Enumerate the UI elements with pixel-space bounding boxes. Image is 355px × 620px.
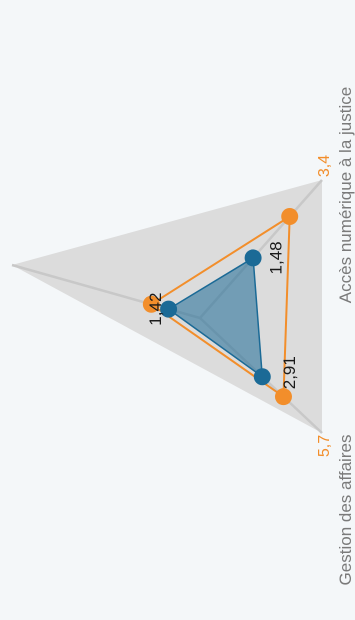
actual-point-0 (160, 300, 178, 318)
axis-label-digital-access: Accès numérique à la justice (336, 87, 355, 303)
data-labels: 1,42 1,48 2,91 (146, 241, 299, 389)
data-label-2: 2,91 (280, 356, 299, 389)
series-polygon-reference (149, 214, 291, 399)
data-label-0: 1,42 (146, 293, 165, 326)
reference-point-1 (281, 208, 299, 226)
series-polygon-actual (167, 256, 264, 379)
data-points (142, 208, 299, 406)
axis-label-case-management: Gestion des affaires (336, 435, 355, 586)
axis-max-digital-access: 3,4 (316, 155, 333, 177)
reference-point-0 (142, 295, 160, 313)
actual-point-1 (244, 249, 262, 267)
reference-point-2 (274, 388, 292, 406)
actual-point-2 (253, 368, 271, 386)
data-label-1: 1,48 (267, 241, 286, 274)
axis-max-case-management: 5,7 (316, 435, 333, 457)
